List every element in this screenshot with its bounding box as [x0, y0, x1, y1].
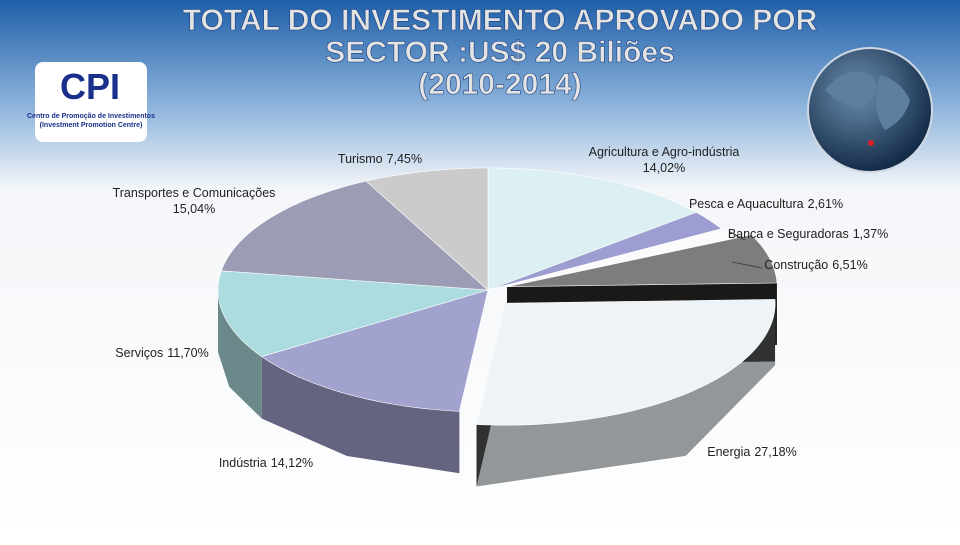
- slice: [365, 167, 489, 291]
- category-label: Serviços: [115, 346, 163, 360]
- data-label: Energia 27,18%: [707, 445, 797, 459]
- value-label: 11,70%: [167, 346, 208, 360]
- labels: Agricultura e Agro-indústria 14,02% Pesca …: [113, 145, 889, 470]
- title-line: TOTAL DO INVESTIMENTO APROVADO POR: [183, 4, 818, 37]
- slice: [487, 228, 733, 291]
- data-label: Banca e Seguradoras 1,37%: [728, 227, 888, 241]
- pie: [217, 167, 778, 487]
- value-label: 14,12%: [271, 456, 313, 470]
- logo: CPI Centro de Promoção de Investimentos …: [27, 62, 155, 142]
- title: TOTAL DO INVESTIMENTO APROVADO PORSECTOR…: [182, 4, 818, 102]
- value-label: 15,04%: [173, 202, 215, 216]
- slice-side: [476, 303, 776, 487]
- logo-mark: CPI: [60, 66, 120, 107]
- value-label: 27,18%: [754, 445, 796, 459]
- category-label: Indústria: [219, 456, 267, 470]
- logo-line: (Investment Promotion Centre): [40, 122, 143, 129]
- category-label: Transportes e Comunicações: [113, 186, 276, 200]
- slice: [487, 167, 698, 291]
- data-label: Turismo 7,45%: [338, 152, 422, 166]
- leader-line: [729, 231, 746, 241]
- category-label: Turismo: [338, 152, 383, 166]
- title-line: SECTOR :US$ 20 Biliões: [325, 36, 675, 69]
- slice: [217, 270, 489, 357]
- value-label: 7,45%: [387, 152, 422, 166]
- globe: [807, 47, 933, 173]
- logo-line: Centro de Promoção de Investimentos: [27, 113, 155, 120]
- title-line: (2010-2014): [418, 68, 581, 101]
- slice-side: [218, 290, 262, 419]
- value-label: 6,51%: [832, 258, 867, 272]
- data-label: Agricultura e Agro-indústria 14,02%: [589, 145, 740, 175]
- data-label: Pesca e Aquacultura 2,61%: [689, 197, 843, 211]
- data-label: Construção 6,51%: [764, 258, 867, 272]
- slice: [220, 180, 489, 291]
- category-label: Pesca e Aquacultura: [689, 197, 804, 211]
- value-label: 2,61%: [808, 197, 843, 211]
- data-label: Serviços 11,70%: [115, 346, 208, 360]
- category-label: Energia: [707, 445, 750, 459]
- category-label: Construção: [764, 258, 828, 272]
- leader-line: [731, 261, 763, 269]
- slice: [487, 212, 723, 291]
- slice: [261, 289, 489, 412]
- category-label: Banca e Seguradoras: [728, 227, 849, 241]
- slice: [506, 234, 778, 288]
- data-label: Indústria 14,12%: [219, 456, 313, 470]
- value-label: 1,37%: [853, 227, 888, 241]
- slice: [476, 299, 776, 426]
- slice-side: [261, 356, 460, 474]
- category-label: Agricultura e Agro-indústria: [589, 145, 740, 159]
- data-label: Transportes e Comunicações 15,04%: [113, 186, 276, 216]
- value-label: 14,02%: [643, 161, 685, 175]
